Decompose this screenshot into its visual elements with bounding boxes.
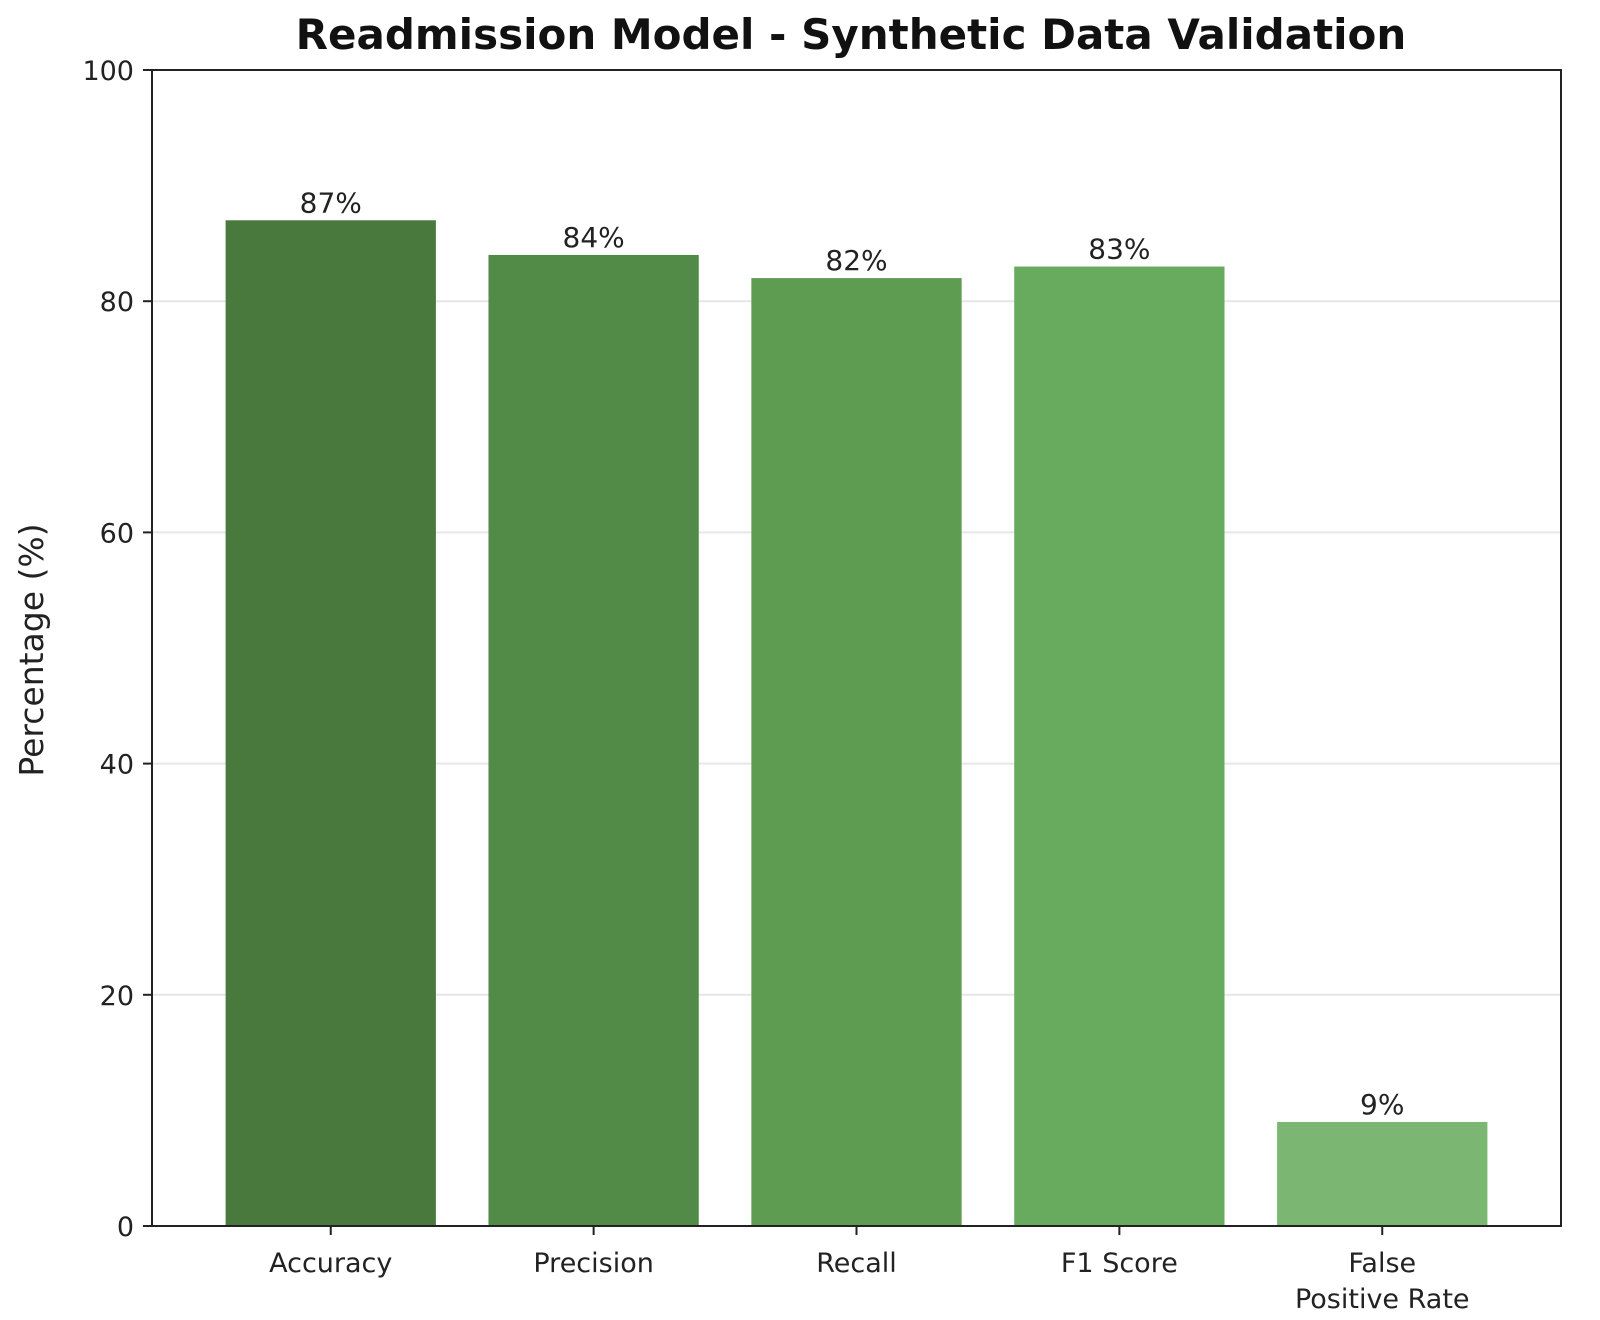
y-tick-label: 100 — [82, 56, 134, 87]
data-labels: 87% 84% 82% 83% 9% — [300, 186, 1405, 1121]
y-axis-ticks: 0 20 40 60 80 100 — [82, 56, 152, 1243]
x-tick-label: Positive Rate — [1295, 1284, 1470, 1315]
y-tick-label: 40 — [100, 750, 134, 781]
bar — [1277, 1121, 1488, 1226]
x-tick-label: False — [1348, 1248, 1416, 1279]
data-label: 84% — [563, 221, 625, 254]
bar-series — [225, 220, 1488, 1227]
data-label: 82% — [825, 244, 887, 277]
x-tick-label: F1 Score — [1061, 1248, 1178, 1279]
y-tick-label: 60 — [100, 518, 134, 549]
bar — [751, 278, 962, 1227]
y-axis-label: Percentage (%) — [12, 523, 51, 776]
x-tick-label: Precision — [533, 1248, 653, 1279]
bar — [488, 254, 699, 1226]
x-tick-label: Accuracy — [269, 1248, 392, 1279]
data-label: 83% — [1088, 233, 1150, 266]
chart-title: Readmission Model - Synthetic Data Valid… — [296, 10, 1407, 59]
y-tick-label: 80 — [100, 287, 134, 318]
bar — [1014, 266, 1225, 1226]
y-tick-label: 0 — [117, 1212, 134, 1243]
y-tick-label: 20 — [100, 981, 134, 1012]
x-axis-ticks: Accuracy Precision Recall F1 Score False Posi… — [269, 1226, 1470, 1315]
data-label: 9% — [1360, 1088, 1404, 1121]
bar — [225, 220, 436, 1226]
x-tick-label: Recall — [816, 1248, 897, 1279]
data-label: 87% — [300, 186, 362, 219]
